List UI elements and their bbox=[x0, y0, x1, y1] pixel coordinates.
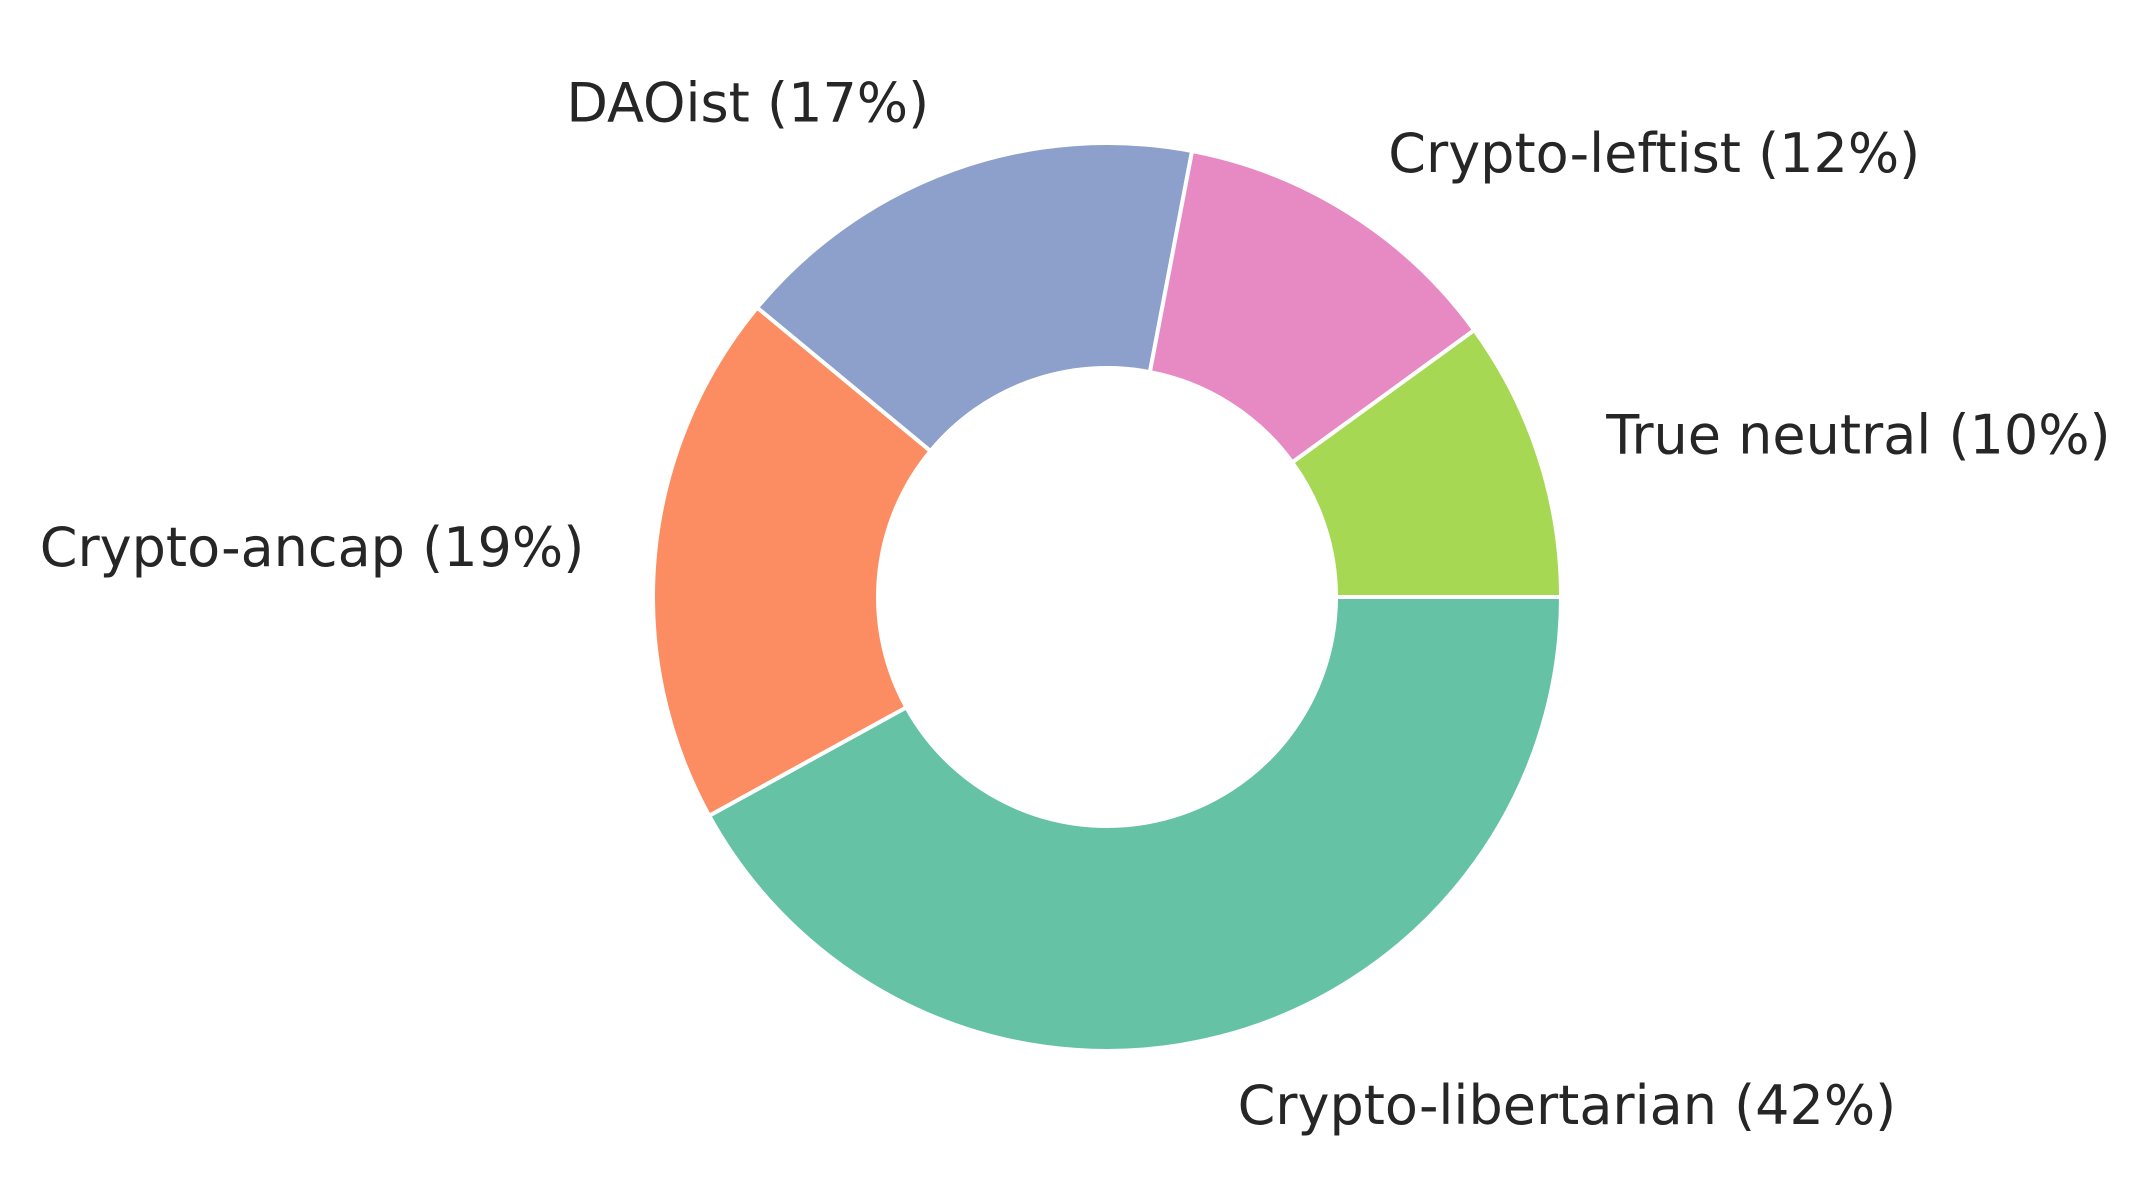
slice-1 bbox=[651, 305, 933, 818]
donut-slices bbox=[651, 141, 1563, 1053]
slice-label-0: Crypto-libertarian (42%) bbox=[1238, 1074, 1897, 1137]
slice-label-3: Crypto-leftist (12%) bbox=[1388, 122, 1920, 185]
slice-4 bbox=[1290, 328, 1563, 599]
slice-label-1: Crypto-ancap (19%) bbox=[40, 516, 585, 579]
slice-3 bbox=[1147, 149, 1477, 465]
slice-2 bbox=[755, 141, 1195, 454]
slice-labels: Crypto-libertarian (42%) Crypto-ancap (19… bbox=[40, 72, 2111, 1138]
slice-label-2: DAOist (17%) bbox=[566, 72, 929, 135]
slice-label-4: True neutral (10%) bbox=[1605, 403, 2110, 466]
slice-0 bbox=[707, 595, 1563, 1053]
